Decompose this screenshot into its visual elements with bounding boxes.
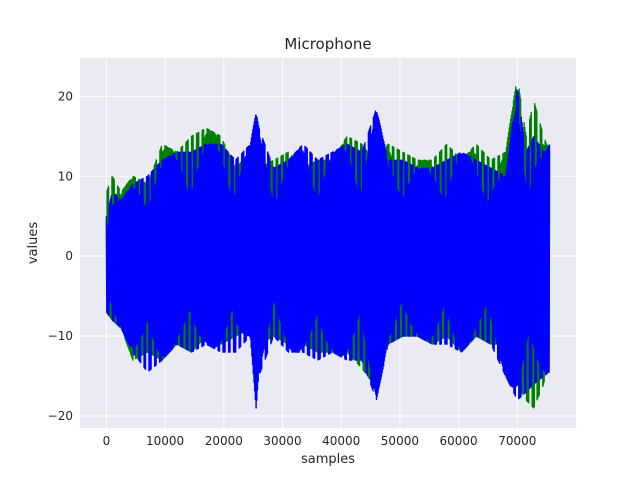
x-tick-label: 20000 [205,434,243,448]
x-tick-label: 70000 [498,434,536,448]
x-tick-label: 30000 [263,434,301,448]
y-tick-label: 0 [65,249,73,263]
series-line-2 [105,89,551,409]
x-axis-ticks: 0 10000 20000 30000 40000 50000 60000 70000 [103,434,537,448]
x-tick-label: 60000 [440,434,478,448]
y-tick-label: 20 [58,89,73,103]
y-tick-label: 10 [58,169,73,183]
y-axis-ticks: −20 −10 0 10 20 [48,89,73,423]
x-tick-label: 10000 [146,434,184,448]
chart-title: Microphone [284,35,371,53]
x-tick-label: 50000 [381,434,419,448]
x-axis-label: samples [301,452,355,467]
y-tick-label: −20 [48,409,73,423]
series-layer [105,86,551,409]
x-tick-label: 40000 [322,434,360,448]
y-axis-label: values [26,222,41,265]
y-tick-label: −10 [48,329,73,343]
x-tick-label: 0 [103,434,111,448]
